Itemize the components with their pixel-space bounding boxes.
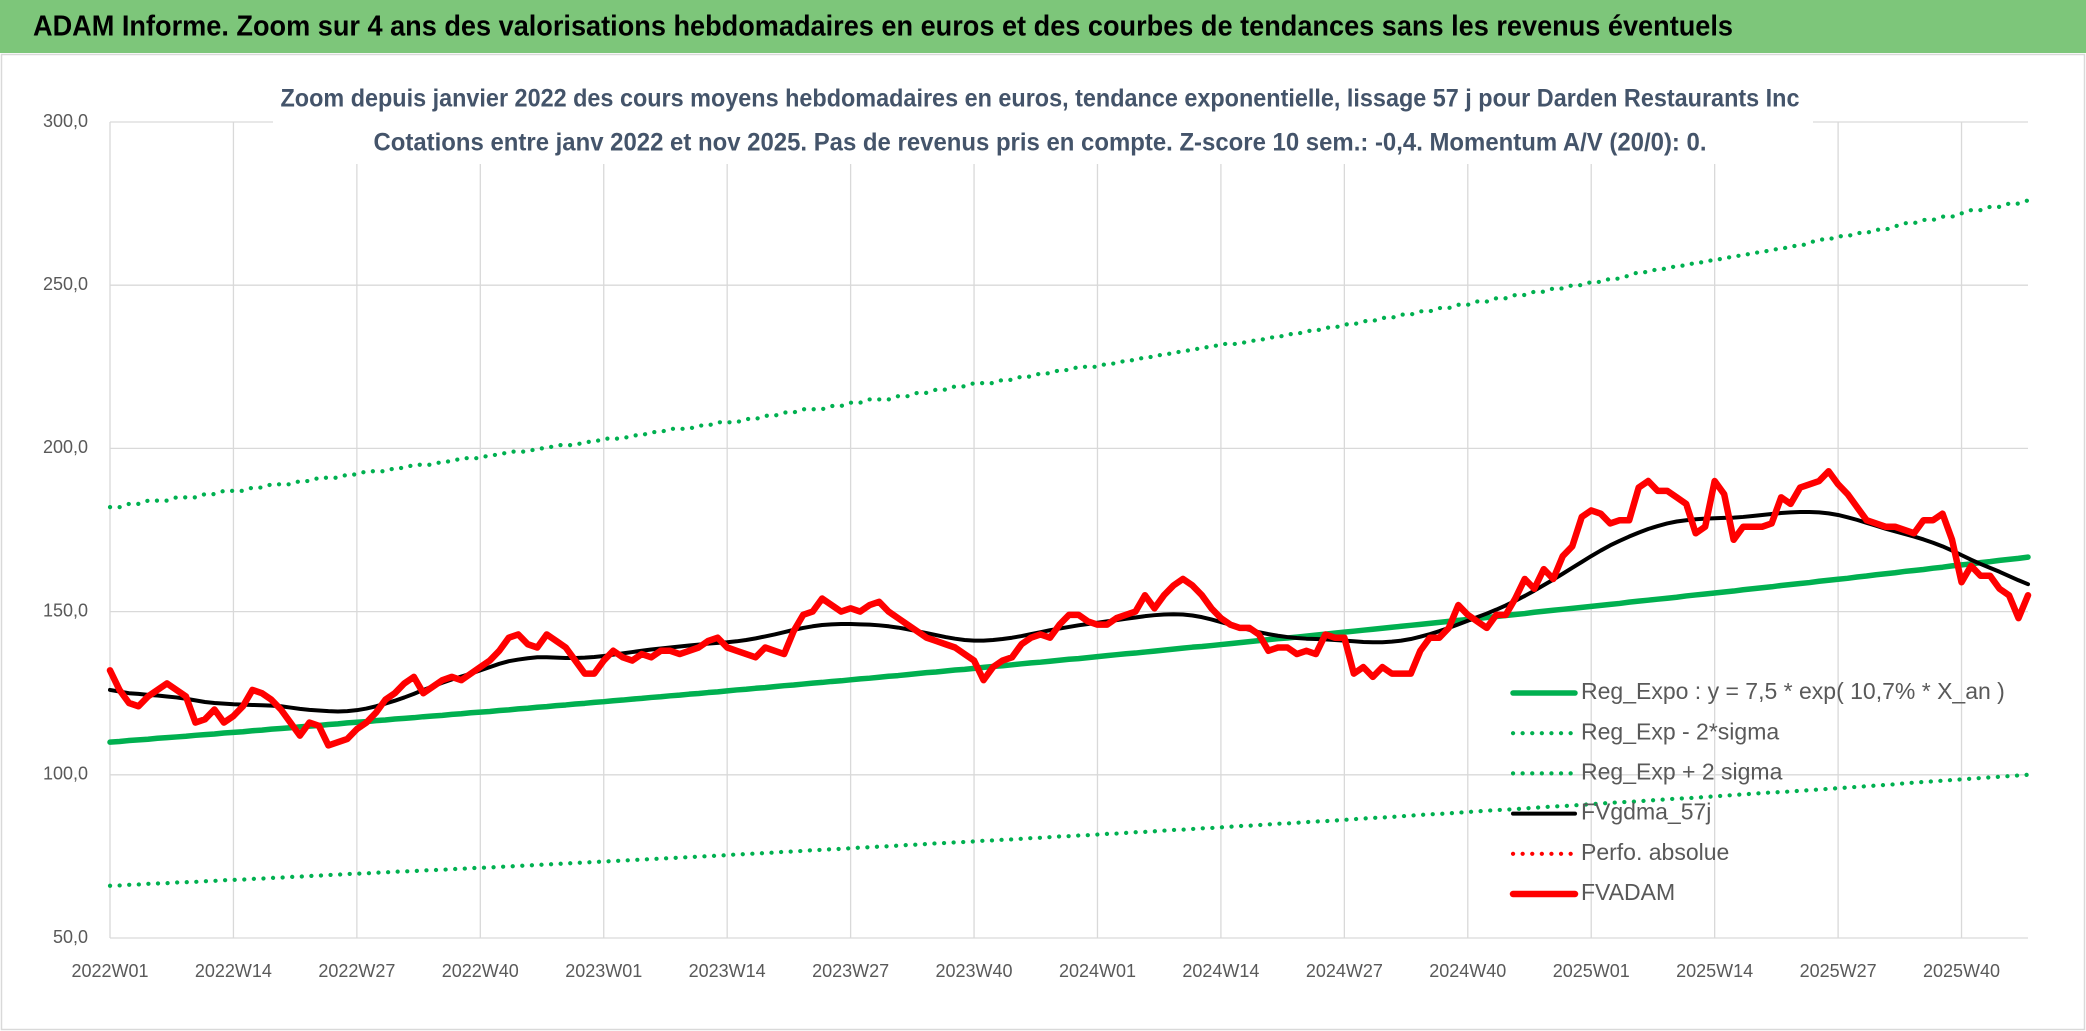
legend-label: Perfo. absolue xyxy=(1581,839,1729,865)
plot-area xyxy=(106,198,2032,888)
x-tick-label: 2022W14 xyxy=(195,961,272,981)
y-tick-label: 50,0 xyxy=(53,927,88,947)
legend: Reg_Expo : y = 7,5 * exp( 10,7% * X_an )… xyxy=(1509,678,2005,905)
chart-subtitle: Zoom depuis janvier 2022 des cours moyen… xyxy=(281,85,1800,113)
x-tick-label: 2022W27 xyxy=(318,961,395,981)
x-tick-label: 2024W01 xyxy=(1059,961,1136,981)
x-tick-label: 2024W14 xyxy=(1182,961,1259,981)
x-tick-label: 2022W01 xyxy=(71,961,148,981)
x-tick-label: 2025W27 xyxy=(1800,961,1877,981)
y-tick-label: 150,0 xyxy=(43,600,88,620)
header-bar xyxy=(0,0,2086,53)
x-tick-label: 2025W01 xyxy=(1553,961,1630,981)
x-tick-label: 2023W27 xyxy=(812,961,889,981)
chart-title: ADAM Informe. Zoom sur 4 ans des valoris… xyxy=(33,11,1733,43)
legend-label: Reg_Expo : y = 7,5 * exp( 10,7% * X_an ) xyxy=(1581,678,2005,704)
series-line xyxy=(106,468,2032,749)
x-tick-label: 2023W14 xyxy=(689,961,766,981)
grid: 50,0 100,0 150,0 200,0 250,0 300,0 2022W01 2022… xyxy=(43,111,2028,981)
legend-label: FVgdma_57j xyxy=(1581,799,1711,825)
legend-label: FVADAM xyxy=(1581,879,1675,905)
series-line xyxy=(107,198,2031,510)
y-tick-label: 300,0 xyxy=(43,111,88,131)
x-tick-label: 2025W14 xyxy=(1676,961,1753,981)
chart-frame xyxy=(0,53,2086,1031)
y-tick-label: 100,0 xyxy=(43,764,88,784)
y-tick-label: 200,0 xyxy=(43,437,88,457)
series-line xyxy=(107,772,2031,888)
x-tick-label: 2023W40 xyxy=(936,961,1013,981)
chart-subtitle: Cotations entre janv 2022 et nov 2025. P… xyxy=(374,129,1707,157)
y-tick-label: 250,0 xyxy=(43,274,88,294)
x-tick-label: 2024W40 xyxy=(1429,961,1506,981)
x-tick-label: 2022W40 xyxy=(442,961,519,981)
x-tick-label: 2025W40 xyxy=(1923,961,2000,981)
subtitle-background xyxy=(273,78,1813,164)
legend-label: Reg_Exp - 2*sigma xyxy=(1581,718,1779,744)
legend-label: Reg_Exp + 2 sigma xyxy=(1581,758,1783,784)
x-tick-label: 2024W27 xyxy=(1306,961,1383,981)
series-line xyxy=(107,554,2031,745)
x-tick-label: 2023W01 xyxy=(565,961,642,981)
